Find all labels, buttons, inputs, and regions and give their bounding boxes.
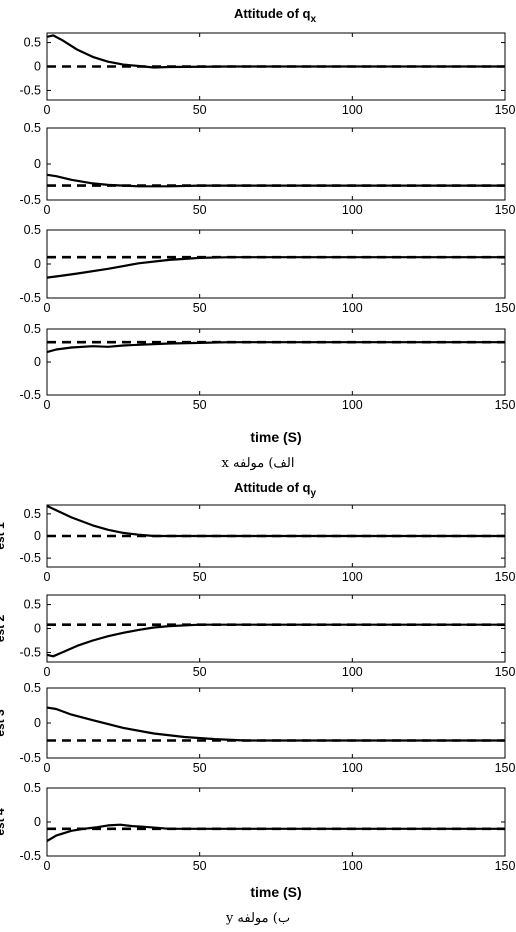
a-panel-2-xtick-label: 0: [44, 203, 51, 217]
a-panel-4-xtick-label: 0: [44, 398, 51, 412]
b-panel-3-ytick-label: -0.5: [19, 751, 41, 765]
figure-b-title: Attitude of qy: [234, 480, 317, 499]
figure-a-title-sub: x: [310, 14, 316, 25]
b-panel-3-xtick-label: 100: [342, 761, 363, 775]
a-panel-3-ytick-label: -0.5: [19, 291, 41, 305]
a-panel-3-xtick-label: 100: [342, 301, 363, 315]
a-panel-2-ytick-label: -0.5: [19, 193, 41, 207]
b-panel-4-xtick-label: 150: [495, 859, 516, 873]
a-panel-4-ytick-label: 0: [34, 355, 41, 369]
b-panel-2-estimate-line: [46, 623, 505, 658]
a-panel-1-xtick-label: 150: [495, 103, 516, 117]
b-panel-4-xtick-label: 50: [193, 859, 207, 873]
b-panel-2-xtick-label: 100: [342, 665, 363, 679]
figure-b-caption: ب) مولفه y: [225, 911, 290, 926]
a-panel-4-xtick-label: 100: [342, 398, 363, 412]
figure-a-xlabel: time (S): [250, 429, 301, 445]
b-panel-1-ytick-label: 0.5: [24, 507, 41, 521]
a-panel-2-xtick-label: 100: [342, 203, 363, 217]
a-panel-3-xtick-label: 0: [44, 301, 51, 315]
figure-a-title: Attitude of qx: [234, 6, 317, 25]
a-panel-4-xtick-label: 150: [495, 398, 516, 412]
b-panel-4-axes-box: [46, 787, 506, 857]
a-panel-2-axes-box: [46, 127, 506, 201]
figure-b-xlabel: time (S): [250, 884, 301, 900]
a-panel-2-ytick-label: 0.5: [24, 121, 41, 135]
a-panel-4-axes-box: [46, 328, 506, 396]
b-panel-3-estimate-line: [46, 706, 505, 742]
b-panel-3-axes-box: [46, 687, 506, 759]
figure-b-title-sub: y: [310, 488, 316, 499]
b-panel-2-xtick-label: 50: [193, 665, 207, 679]
a-panel-1-xtick-label: 0: [44, 103, 51, 117]
b-panel-4-xtick-label: 100: [342, 859, 363, 873]
a-panel-2-ytick-label: 0: [34, 157, 41, 171]
figure-b-title-main: Attitude of q: [234, 480, 311, 495]
b-panel-2-ylabel: est 2: [0, 615, 7, 643]
b-panel-1-ylabel: est 1: [0, 522, 7, 550]
a-panel-4-ytick-label: 0.5: [24, 322, 41, 336]
b-panel-1-ytick-label: -0.5: [19, 551, 41, 565]
b-panel-2-ytick-label: 0.5: [24, 598, 41, 612]
a-panel-1-xtick-label: 50: [193, 103, 207, 117]
a-panel-1-ytick-label: -0.5: [19, 83, 41, 97]
a-panel-2-xtick-label: 150: [495, 203, 516, 217]
a-panel-3-ytick-label: 0: [34, 257, 41, 271]
b-panel-4-ytick-label: -0.5: [19, 849, 41, 863]
b-panel-1-xtick-label: 150: [495, 570, 516, 584]
b-panel-4-ytick-label: 0.5: [24, 781, 41, 795]
a-panel-1-ytick-label: 0: [34, 60, 41, 74]
b-panel-2-ytick-label: -0.5: [19, 645, 41, 659]
b-panel-4-ylabel: est 4: [0, 808, 7, 836]
b-panel-1-xtick-label: 0: [44, 570, 51, 584]
a-panel-4-estimate-line: [46, 341, 505, 354]
figure-a-title-main: Attitude of q: [234, 6, 311, 21]
b-panel-4-xtick-label: 0: [44, 859, 51, 873]
b-panel-2-axes-box: [46, 594, 506, 663]
a-panel-3-xtick-label: 50: [193, 301, 207, 315]
b-panel-1-xtick-label: 100: [342, 570, 363, 584]
a-panel-3-xtick-label: 150: [495, 301, 516, 315]
b-panel-3-xtick-label: 150: [495, 761, 516, 775]
b-panel-2-xtick-label: 150: [495, 665, 516, 679]
b-panel-1-ytick-label: 0: [34, 529, 41, 543]
b-panel-3-ytick-label: 0.5: [24, 681, 41, 695]
a-panel-4-xtick-label: 50: [193, 398, 207, 412]
b-panel-1-xtick-label: 50: [193, 570, 207, 584]
a-panel-3-ytick-label: 0.5: [24, 223, 41, 237]
b-panel-2-xtick-label: 0: [44, 665, 51, 679]
a-panel-3-estimate-line: [46, 256, 505, 279]
b-panel-3-ylabel: est 3: [0, 709, 7, 737]
b-panel-4-estimate-line: [46, 823, 505, 842]
a-panel-4-ytick-label: -0.5: [19, 388, 41, 402]
a-panel-1-xtick-label: 100: [342, 103, 363, 117]
b-panel-4-ytick-label: 0: [34, 815, 41, 829]
b-panel-3-ytick-label: 0: [34, 716, 41, 730]
b-panel-3-xtick-label: 50: [193, 761, 207, 775]
a-panel-2-xtick-label: 50: [193, 203, 207, 217]
figure-a-caption: الف) مولفه x: [222, 456, 295, 471]
b-panel-1-estimate-line: [46, 504, 505, 538]
a-panel-1-estimate-line: [46, 34, 505, 69]
a-panel-3-axes-box: [46, 229, 506, 299]
b-panel-3-xtick-label: 0: [44, 761, 51, 775]
a-panel-1-ytick-label: 0.5: [24, 36, 41, 50]
b-panel-2-ytick-label: 0: [34, 622, 41, 636]
